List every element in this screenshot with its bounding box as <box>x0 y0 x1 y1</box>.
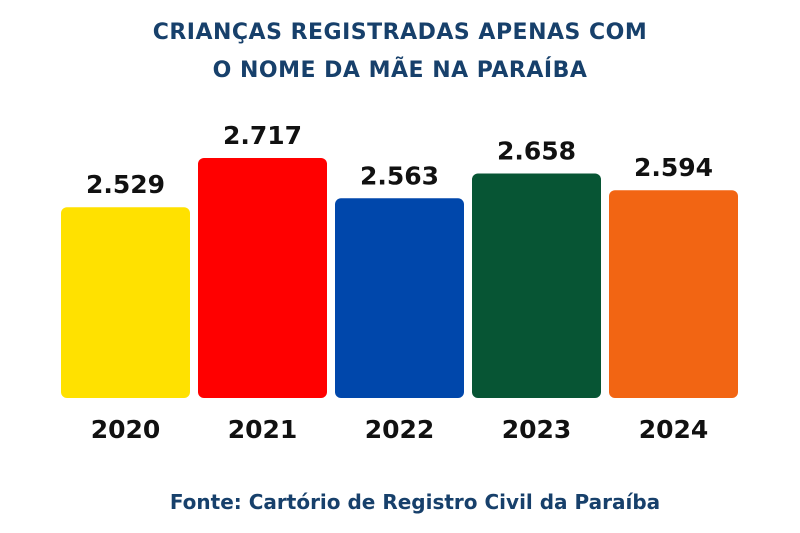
chart-title: CRIANÇAS REGISTRADAS APENAS COM O NOME D… <box>0 14 800 90</box>
category-label-2022: 2022 <box>365 415 435 444</box>
value-label-2023: 2.658 <box>497 136 576 165</box>
value-label-2022: 2.563 <box>360 161 439 190</box>
bar-2023 <box>472 173 601 398</box>
category-label-2020: 2020 <box>91 415 161 444</box>
chart-title-line-1: CRIANÇAS REGISTRADAS APENAS COM <box>152 20 648 45</box>
category-label-2023: 2023 <box>502 415 572 444</box>
category-label-2024: 2024 <box>639 415 709 444</box>
source-note: Fonte: Cartório de Registro Civil da Par… <box>169 490 661 514</box>
value-label-2021: 2.717 <box>223 121 302 150</box>
bar-2022 <box>335 198 464 398</box>
value-label-2020: 2.529 <box>86 170 165 199</box>
bar-2021 <box>198 158 327 398</box>
chart-title-line-2: O NOME DA MÃE NA PARAÍBA <box>212 58 588 83</box>
bar-2024 <box>609 190 738 398</box>
value-label-2024: 2.594 <box>634 153 713 182</box>
bar-2020 <box>61 207 190 398</box>
category-label-2021: 2021 <box>228 415 298 444</box>
